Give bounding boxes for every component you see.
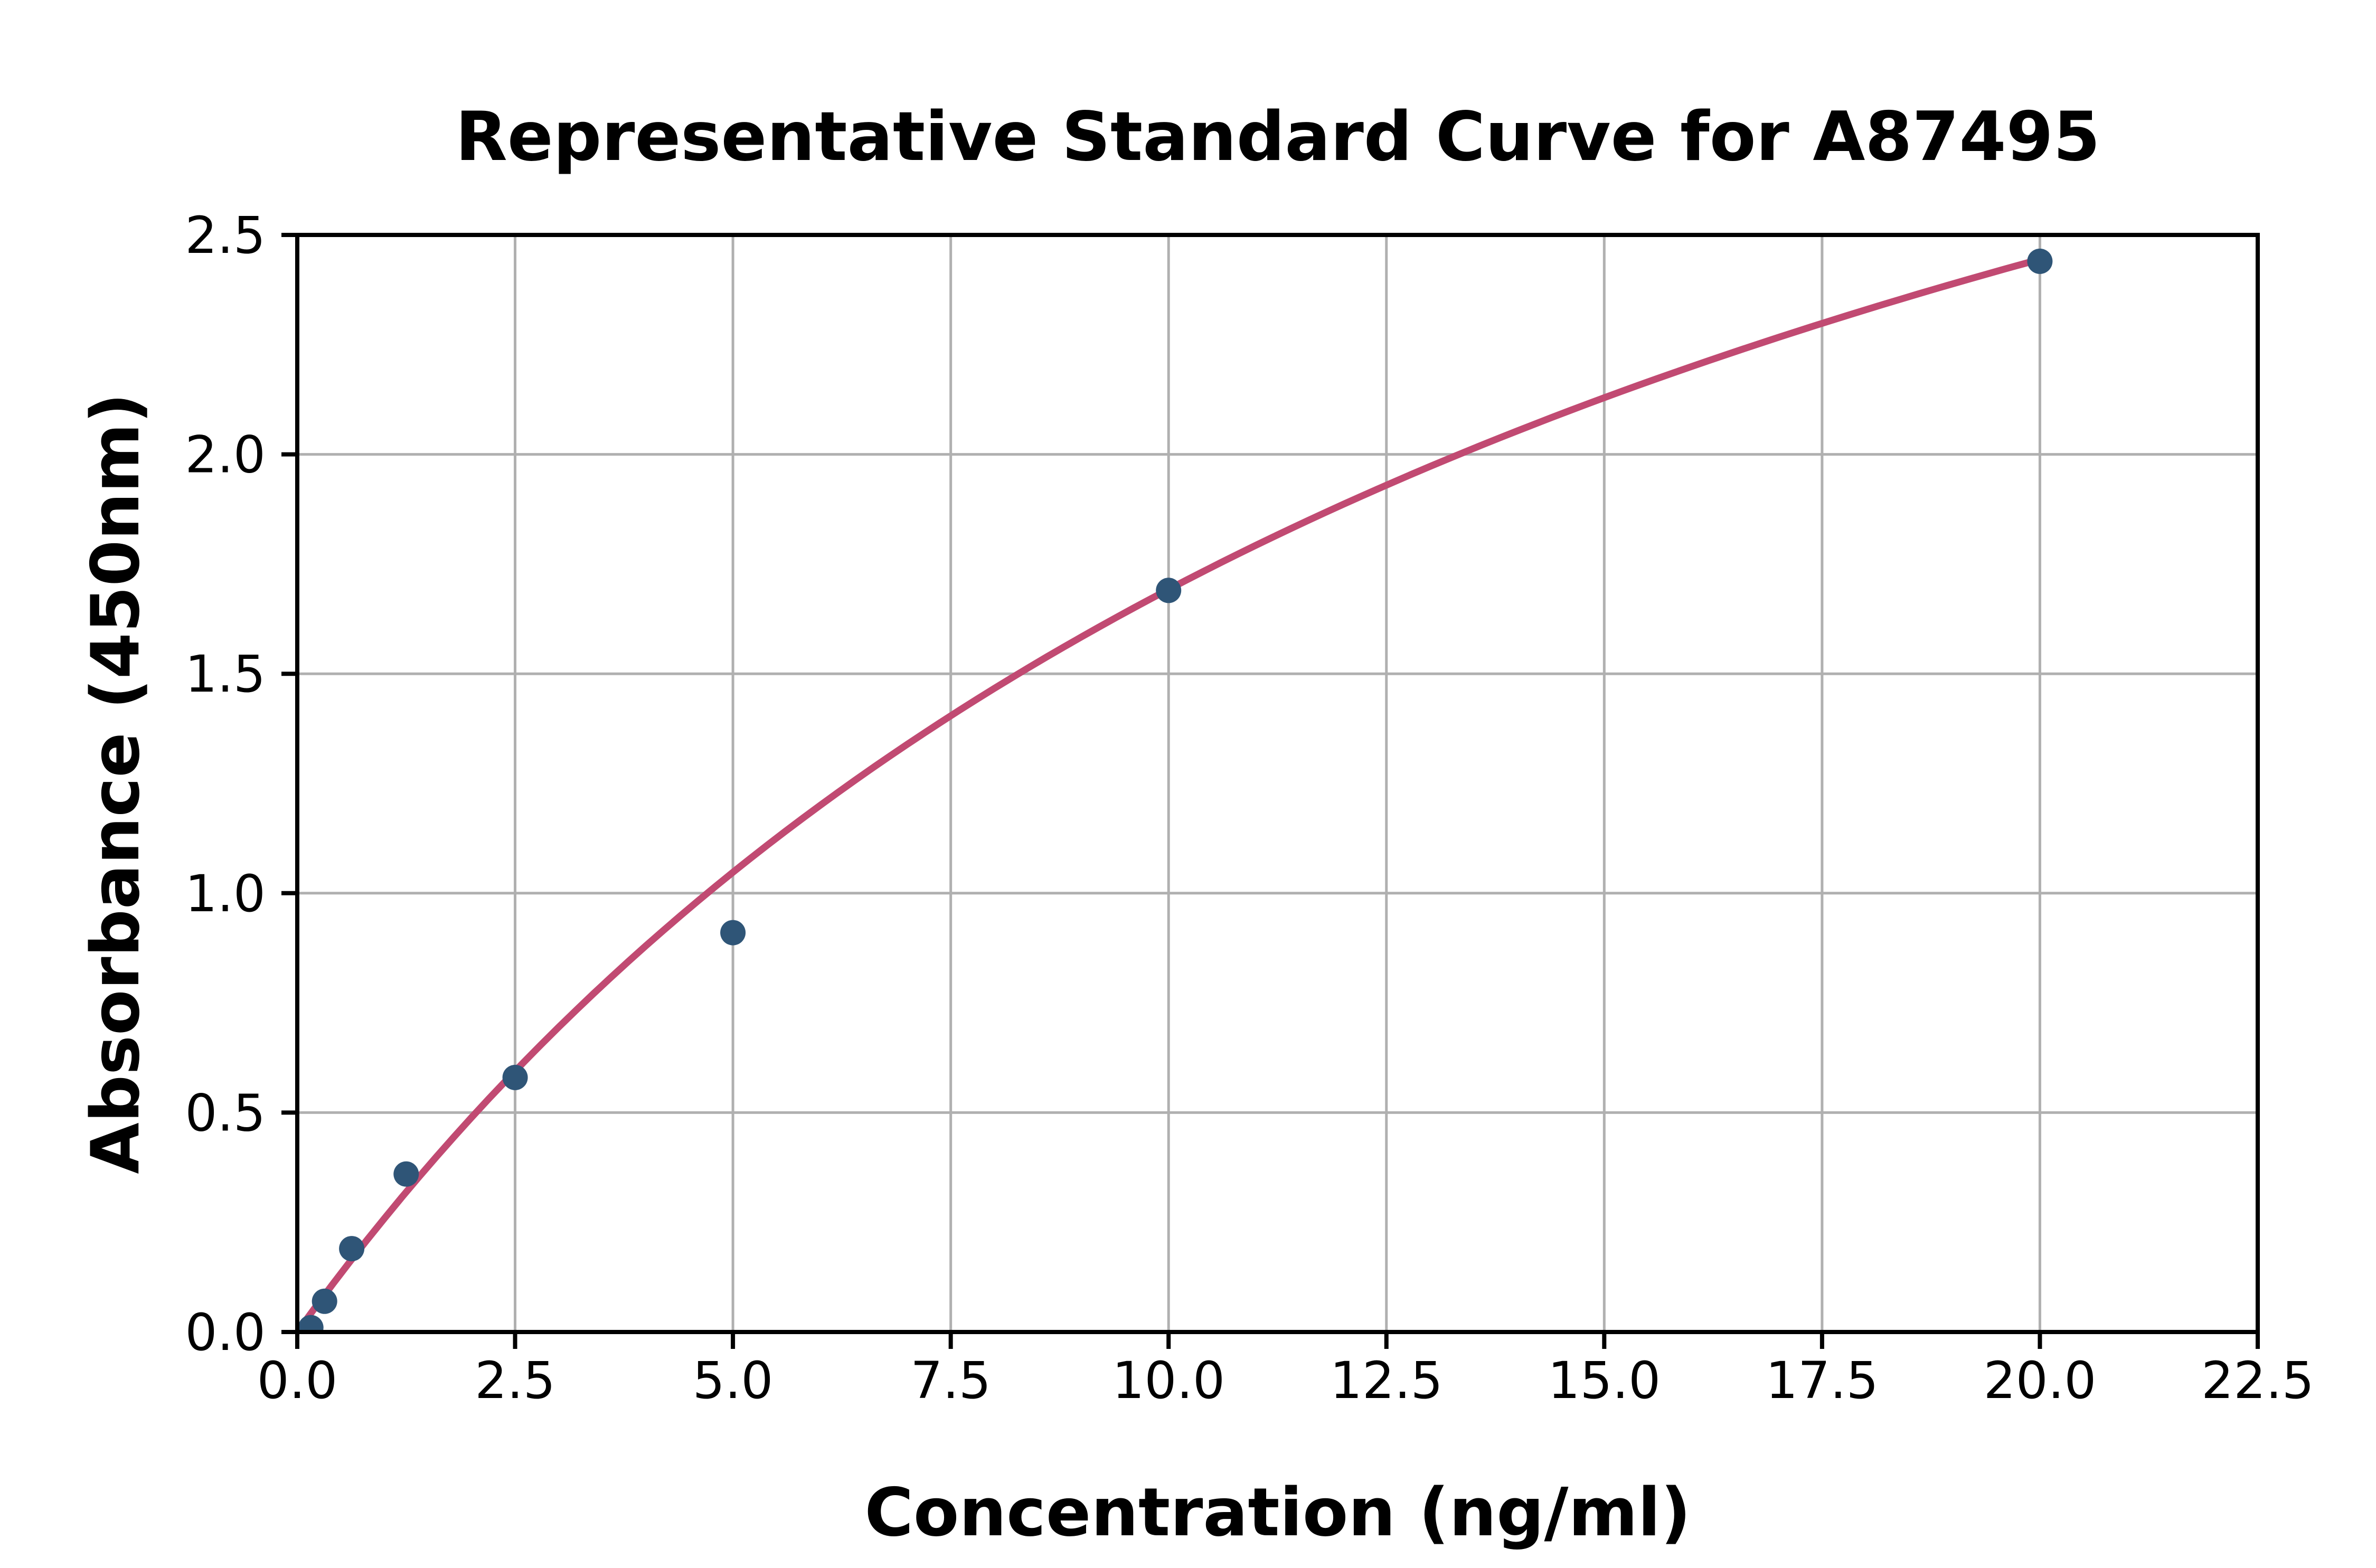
gridlines — [297, 235, 2258, 1332]
x-axis-label: Concentration (ng/ml) — [864, 1473, 1691, 1551]
data-point — [1156, 578, 1182, 603]
x-tick-label: 17.5 — [1766, 1351, 1879, 1410]
x-tick-label: 20.0 — [1984, 1351, 2097, 1410]
x-tick-label: 7.5 — [910, 1351, 991, 1410]
x-tick-label: 15.0 — [1548, 1351, 1661, 1410]
y-axis-label: Absorbance (450nm) — [77, 393, 154, 1174]
data-points — [298, 248, 2053, 1332]
y-tick-label: 2.0 — [185, 426, 266, 485]
x-tick-label: 0.0 — [257, 1351, 338, 1410]
y-tick-label: 1.0 — [185, 864, 266, 923]
data-point — [393, 1161, 419, 1187]
x-tick-label: 22.5 — [2201, 1351, 2314, 1410]
x-tick-label: 12.5 — [1330, 1351, 1443, 1410]
chart-title: Representative Standard Curve for A87495 — [455, 98, 2100, 176]
y-tick-label: 1.5 — [185, 645, 266, 704]
data-point — [298, 1315, 324, 1332]
y-tick-label: 0.0 — [185, 1303, 266, 1362]
axis-ticks — [281, 233, 2260, 1349]
x-tick-label: 5.0 — [693, 1351, 774, 1410]
data-point — [502, 1064, 528, 1090]
data-point — [312, 1288, 337, 1314]
y-tick-label: 2.5 — [185, 206, 266, 265]
x-tick-label: 10.0 — [1112, 1351, 1225, 1410]
x-tick-labels: 0.0 2.5 5.0 7.5 10.0 12.5 15.0 17.5 20.0 22.5 — [257, 1351, 2314, 1410]
data-point — [2027, 248, 2053, 274]
x-tick-label: 2.5 — [475, 1351, 555, 1410]
y-tick-label: 0.5 — [185, 1083, 266, 1142]
data-point — [339, 1236, 365, 1262]
plot-frame — [295, 233, 2260, 1334]
y-tick-labels: 0.0 0.5 1.0 1.5 2.0 2.5 — [185, 206, 266, 1362]
data-point — [720, 920, 746, 946]
